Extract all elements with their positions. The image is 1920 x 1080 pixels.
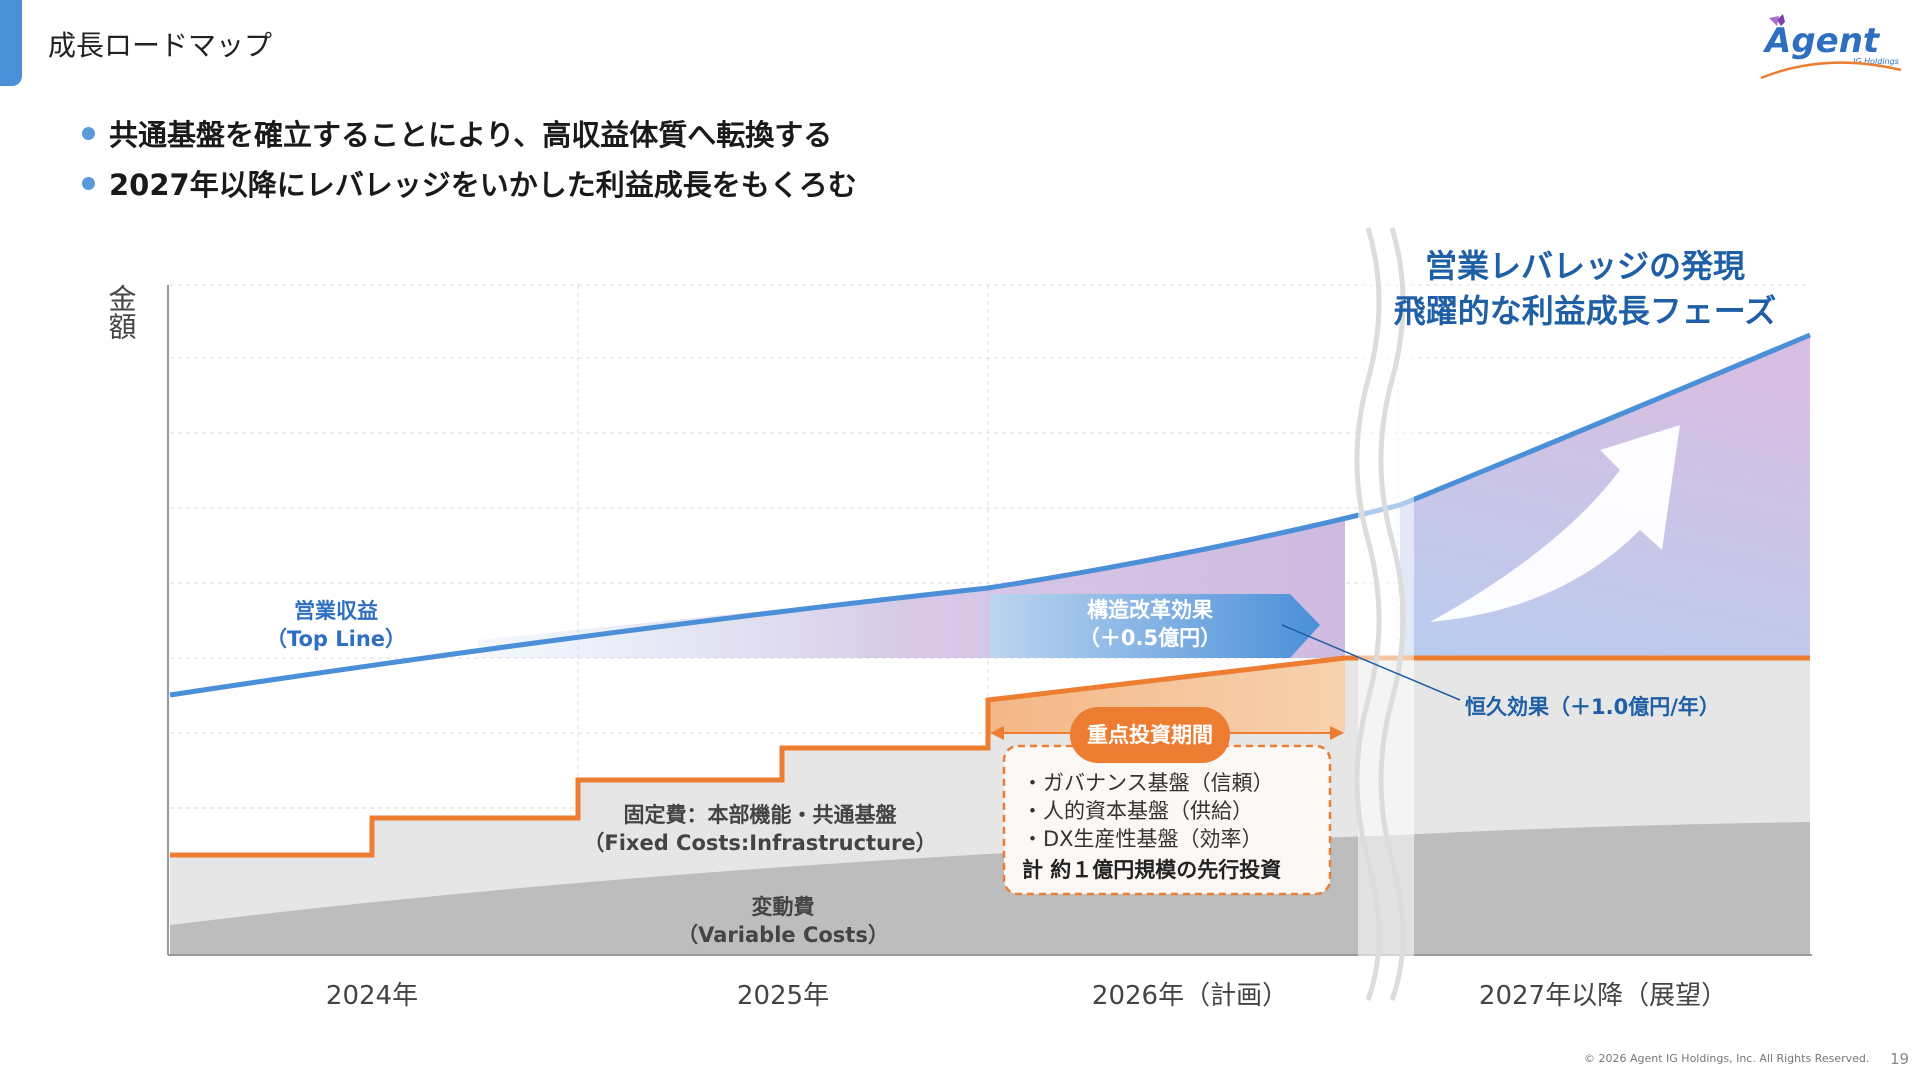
logo-subtext: IG Holdings [1853, 57, 1899, 66]
headline-line: 営業レバレッジの発現 [1425, 247, 1745, 285]
topline-label: （Top Line） [266, 627, 406, 651]
x-label: 2024年 [326, 981, 418, 1011]
fixed-cost-label: 固定費：本部機能・共通基盤 [624, 803, 898, 827]
reform-label: （＋0.5億円） [1079, 626, 1221, 650]
fixed-cost-line [170, 655, 1346, 858]
investment-item: ・DX生産性基盤（効率） [1022, 827, 1263, 851]
investment-total: 計 約１億円規模の先行投資 [1022, 858, 1281, 882]
company-logo: Agent IG Holdings [1760, 14, 1902, 80]
y-axis-label: 金額 [105, 284, 138, 340]
growth-arrow-icon [1430, 425, 1680, 622]
headline-line: 飛躍的な利益成長フェーズ [1394, 292, 1776, 330]
bullet-dot [82, 126, 95, 140]
investment-item: ・人的資本基盤（供給） [1022, 799, 1253, 823]
permanent-effect-leader [1281, 624, 1461, 701]
investment-badge [1070, 707, 1230, 763]
page-number: 19 [1890, 1050, 1910, 1068]
variable-cost-label: （Variable Costs） [677, 923, 889, 947]
page-title: 成長ロードマップ [48, 29, 273, 62]
timeline-break [1354, 227, 1414, 1001]
copyright: © 2026 Agent IG Holdings, Inc. All Right… [1584, 1052, 1870, 1065]
bullet-text: 共通基盤を確立することにより、高収益体質へ転換する [109, 118, 833, 152]
reform-effect-arrow [990, 594, 1320, 658]
fixed-cost-label: （Fixed Costs:Infrastructure） [583, 831, 936, 855]
logo-wordmark: Agent [1762, 21, 1881, 61]
investment-item: ・ガバナンス基盤（信頼） [1022, 771, 1274, 795]
investment-area [988, 658, 1345, 733]
header-accent-bar [0, 0, 22, 86]
variable-cost-label: 変動費 [752, 895, 815, 919]
bullet-item: 共通基盤を確立することにより、高収益体質へ転換する [82, 108, 857, 158]
bullet-item: 2027年以降にレバレッジをいかした利益成長をもくろむ [82, 158, 857, 208]
bullet-text: 2027年以降にレバレッジをいかした利益成長をもくろむ [109, 168, 857, 202]
permanent-effect-label: 恒久効果（＋1.0億円/年） [1465, 695, 1720, 719]
reform-label: 構造改革効果 [1087, 598, 1213, 622]
bullet-dot [82, 176, 95, 190]
investment-badge-label: 重点投資期間 [1087, 723, 1213, 747]
topline-label: 営業収益 [294, 599, 378, 623]
revenue-line [169, 332, 1811, 698]
x-label: 2025年 [737, 981, 829, 1011]
bullet-list: 共通基盤を確立することにより、高収益体質へ転換する 2027年以降にレバレッジを… [82, 108, 857, 208]
x-label: 2026年（計画） [1092, 981, 1288, 1011]
x-label: 2027年以降（展望） [1479, 981, 1727, 1011]
